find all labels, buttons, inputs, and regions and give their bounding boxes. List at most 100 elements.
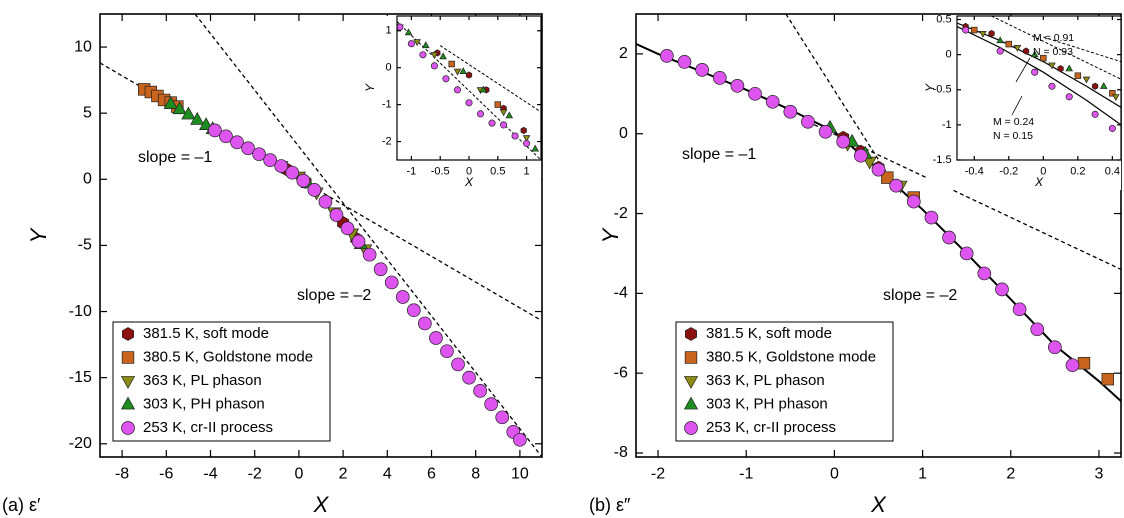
y-tick-label: -2 <box>382 135 392 147</box>
data-point <box>660 49 674 63</box>
x-tick-label: -6 <box>159 465 173 482</box>
x-axis-label: X <box>313 492 330 517</box>
data-point <box>419 51 427 59</box>
data-point <box>1030 322 1045 337</box>
y-tick-label: -6 <box>614 364 628 381</box>
y-tick-label: 0 <box>83 171 92 188</box>
legend-marker <box>120 396 136 410</box>
data-point <box>163 96 178 109</box>
data-point <box>1099 82 1108 89</box>
fit-curve <box>957 22 1121 108</box>
data-point <box>418 316 432 331</box>
data-point <box>1091 82 1099 90</box>
annotation: slope = –2 <box>883 287 957 304</box>
data-point <box>881 171 894 184</box>
legend-marker <box>683 376 699 389</box>
data-point <box>430 52 439 60</box>
data-point <box>307 183 322 197</box>
annotation: slope = –2 <box>297 287 371 304</box>
data-point <box>465 71 473 79</box>
x-tick-label: 0.5 <box>490 165 505 177</box>
legend-marker <box>685 327 697 341</box>
fit-curve <box>957 25 1121 126</box>
data-point <box>1005 40 1013 48</box>
legend-marker <box>120 376 136 389</box>
data-point <box>500 121 508 129</box>
y-tick-label: -15 <box>69 369 92 386</box>
y-tick-label: -1.5 <box>933 154 952 166</box>
data-point <box>854 148 868 163</box>
data-point <box>523 139 531 147</box>
data-point <box>453 68 462 76</box>
plot-area <box>100 14 542 457</box>
annotation-pointer <box>1011 95 1023 116</box>
data-point <box>730 78 745 93</box>
inset-y-axis-label: Y <box>363 83 377 92</box>
data-point <box>505 111 514 119</box>
y-tick-label: -4 <box>614 285 628 302</box>
y-tick-label: -1 <box>942 119 952 131</box>
x-tick-label: 4 <box>383 465 392 482</box>
data-point <box>451 357 465 372</box>
annotation: slope = –1 <box>682 146 756 163</box>
data-point <box>397 23 404 31</box>
data-point <box>479 85 488 93</box>
y-tick-label: 10 <box>74 38 92 55</box>
data-point <box>453 86 462 94</box>
legend-label: 363 K, PL phason <box>706 372 825 389</box>
data-point <box>430 62 438 70</box>
reference-line <box>785 14 888 174</box>
x-tick-label: -1 <box>739 465 753 482</box>
data-point <box>959 246 974 261</box>
data-point <box>296 173 311 188</box>
x-tick-label: 0.4 <box>1105 165 1120 177</box>
x-tick-label: 2 <box>339 465 348 482</box>
y-tick-label: 0 <box>945 49 951 61</box>
data-point <box>942 230 956 245</box>
data-point <box>1101 372 1114 386</box>
data-point <box>522 135 531 143</box>
panel-label: (a) ε′ <box>2 495 41 515</box>
data-point <box>1091 110 1099 118</box>
legend-label: 253 K, cr-II process <box>706 419 836 436</box>
x-tick-label: 1 <box>524 165 530 177</box>
x-tick-label: -4 <box>203 465 217 482</box>
data-point <box>765 94 780 109</box>
legend-label: 381.5 K, soft mode <box>706 325 832 342</box>
data-point <box>1013 45 1022 52</box>
data-point <box>340 221 355 236</box>
data-point <box>1065 93 1073 101</box>
data-point <box>871 162 886 177</box>
data-point <box>494 101 502 108</box>
y-tick-label: -10 <box>69 303 92 320</box>
data-point <box>407 40 415 48</box>
data-point <box>448 60 455 68</box>
x-tick-label: -8 <box>115 465 129 482</box>
data-point <box>995 282 1009 297</box>
data-point <box>429 331 443 345</box>
data-point <box>362 247 377 262</box>
data-point <box>906 194 921 209</box>
x-tick-label: -0.2 <box>999 165 1018 177</box>
data-point <box>748 86 762 101</box>
data-point <box>499 109 508 117</box>
data-point <box>373 262 388 277</box>
inset-annotation: M = 0.24 <box>993 116 1034 128</box>
reference-line <box>194 14 542 457</box>
x-tick-label: 3 <box>1095 465 1104 482</box>
x-axis-label: X <box>870 492 887 517</box>
x-tick-label: 0.2 <box>1070 165 1085 177</box>
data-point <box>395 290 410 304</box>
legend-box <box>675 321 894 442</box>
plot-area <box>397 21 541 160</box>
data-point <box>476 110 485 118</box>
data-point <box>473 384 487 398</box>
data-point <box>1108 124 1116 132</box>
y-tick-label: -2 <box>614 205 628 222</box>
data-point <box>172 101 187 115</box>
data-point <box>818 124 833 139</box>
plot-area <box>636 14 1121 402</box>
data-point <box>252 147 266 162</box>
data-point <box>531 144 540 152</box>
y-tick-label: 5 <box>83 104 92 121</box>
